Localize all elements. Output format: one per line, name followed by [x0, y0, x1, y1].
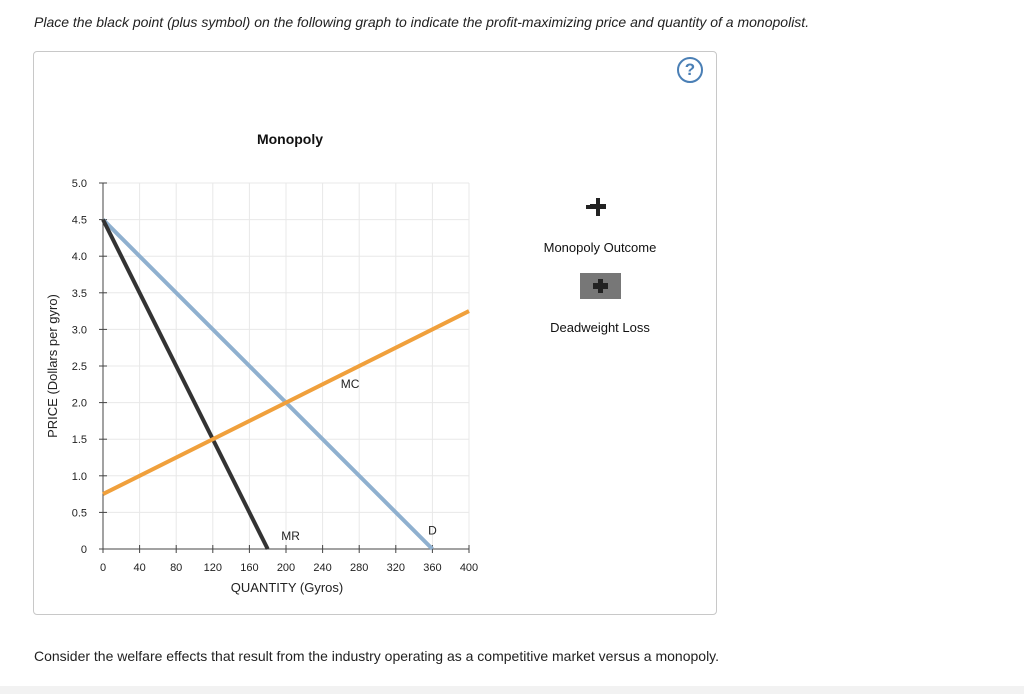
- y-tick-label: 4.0: [72, 251, 87, 263]
- chart-title: Monopoly: [256, 131, 324, 147]
- series-lines: [101, 218, 470, 551]
- curve-label-d: D: [428, 523, 437, 537]
- monopoly-outcome-label: Monopoly Outcome: [543, 240, 657, 255]
- tick-labels: 0 40 80 120 160 200 240 280 320 360 400 0 0.5 1.0 1.5 2…: [72, 178, 478, 574]
- monopoly-outcome-plus-tool[interactable]: [585, 196, 609, 220]
- curve-label-mr: MR: [281, 529, 300, 543]
- graph-panel: [33, 51, 717, 615]
- x-tick-label: 200: [277, 562, 295, 574]
- x-tick-label: 0: [100, 562, 106, 574]
- y-tick-label: 4.5: [72, 215, 87, 227]
- x-tick-label: 280: [350, 562, 368, 574]
- footer-bar: [0, 686, 1024, 694]
- x-tick-label: 400: [460, 562, 478, 574]
- x-tick-label: 120: [204, 562, 222, 574]
- deadweight-loss-label: Deadweight Loss: [550, 320, 650, 335]
- instruction-text: Place the black point (plus symbol) on t…: [34, 14, 810, 30]
- series-line-mr[interactable]: [101, 218, 270, 550]
- x-tick-label: 40: [133, 562, 145, 574]
- x-tick-label: 240: [313, 562, 331, 574]
- x-axis-label: QUANTITY (Gyros): [231, 580, 343, 595]
- y-axis-label: PRICE (Dollars per gyro): [45, 294, 60, 438]
- y-tick-label: 0.5: [72, 507, 87, 519]
- series-line-mc[interactable]: [102, 309, 470, 496]
- help-icon[interactable]: ?: [677, 57, 703, 83]
- plus-icon-square: [586, 205, 590, 209]
- x-tick-label: 80: [170, 562, 182, 574]
- x-tick-label: 360: [423, 562, 441, 574]
- curve-label-mc: MC: [341, 377, 360, 391]
- axes: [99, 182, 470, 553]
- y-tick-label: 2.5: [72, 361, 87, 373]
- deadweight-loss-tool[interactable]: [580, 273, 621, 299]
- y-tick-label: 1.5: [72, 434, 87, 446]
- welfare-prompt-text: Consider the welfare effects that result…: [34, 648, 720, 664]
- plus-icon-horizontal: [590, 204, 606, 209]
- grid-lines: [103, 182, 470, 549]
- x-tick-label: 160: [240, 562, 258, 574]
- y-tick-label: 2.0: [72, 398, 87, 410]
- x-tick-label: 320: [387, 562, 405, 574]
- y-tick-label: 0: [81, 544, 87, 556]
- y-tick-label: 3.0: [72, 324, 87, 336]
- y-tick-label: 1.0: [72, 471, 87, 483]
- series-line-d[interactable]: [101, 218, 434, 551]
- curve-labels: MC MR D: [281, 377, 437, 543]
- y-tick-label: 3.5: [72, 288, 87, 300]
- y-tick-label: 5.0: [72, 178, 87, 190]
- plus-icon: [593, 279, 608, 293]
